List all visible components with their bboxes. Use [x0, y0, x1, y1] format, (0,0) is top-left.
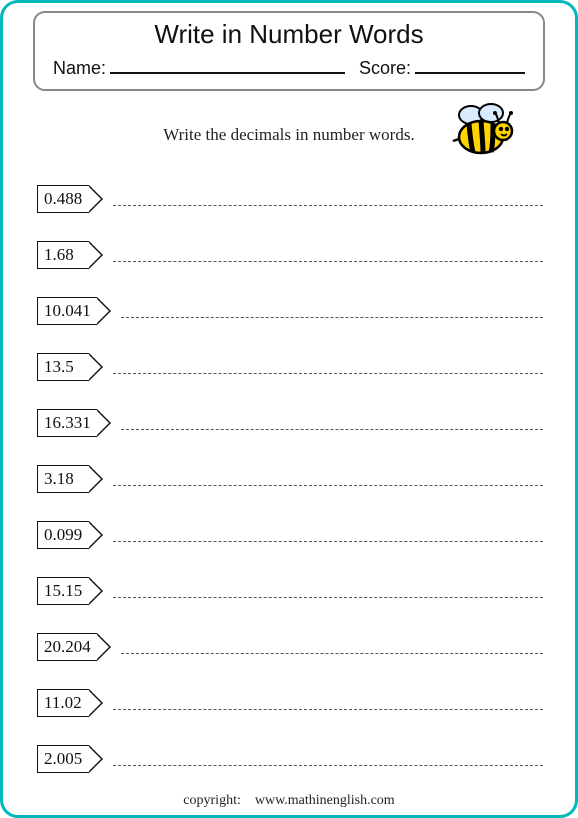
question-value-box: 3.18 — [37, 465, 103, 493]
arrow-icon — [97, 409, 111, 437]
arrow-icon — [89, 689, 103, 717]
question-value: 20.204 — [37, 633, 97, 661]
question-value: 11.02 — [37, 689, 89, 717]
score-blank-line[interactable] — [415, 56, 525, 74]
arrow-icon — [89, 353, 103, 381]
name-label: Name: — [53, 58, 106, 79]
arrow-icon — [89, 521, 103, 549]
footer: copyright: www.mathinenglish.com — [3, 793, 575, 809]
question-value: 15.15 — [37, 577, 89, 605]
worksheet-title: Write in Number Words — [53, 19, 525, 50]
arrow-icon — [89, 745, 103, 773]
name-blank-line[interactable] — [110, 56, 345, 74]
answer-blank-line[interactable] — [113, 472, 543, 486]
question-value-box: 15.15 — [37, 577, 103, 605]
question-value: 10.041 — [37, 297, 97, 325]
copyright-label: copyright: — [183, 793, 241, 808]
question-row: 13.5 — [37, 351, 543, 383]
answer-blank-line[interactable] — [113, 248, 543, 262]
arrow-icon — [89, 185, 103, 213]
question-row: 16.331 — [37, 407, 543, 439]
header-box: Write in Number Words Name: Score: — [33, 11, 545, 91]
question-value: 0.099 — [37, 521, 89, 549]
question-row: 2.005 — [37, 743, 543, 775]
question-value: 1.68 — [37, 241, 89, 269]
question-value-box: 1.68 — [37, 241, 103, 269]
answer-blank-line[interactable] — [113, 696, 543, 710]
question-value-box: 0.488 — [37, 185, 103, 213]
question-value-box: 16.331 — [37, 409, 111, 437]
question-value-box: 2.005 — [37, 745, 103, 773]
footer-site: www.mathinenglish.com — [255, 793, 395, 808]
arrow-icon — [97, 297, 111, 325]
question-list: 0.488 1.68 10.041 13.5 — [13, 183, 565, 775]
question-row: 20.204 — [37, 631, 543, 663]
question-value: 0.488 — [37, 185, 89, 213]
answer-blank-line[interactable] — [121, 640, 543, 654]
question-row: 0.099 — [37, 519, 543, 551]
answer-blank-line[interactable] — [113, 360, 543, 374]
question-row: 11.02 — [37, 687, 543, 719]
question-row: 10.041 — [37, 295, 543, 327]
arrow-icon — [89, 577, 103, 605]
question-value-box: 11.02 — [37, 689, 103, 717]
question-value-box: 13.5 — [37, 353, 103, 381]
instruction-row: Write the decimals in number words. — [33, 105, 545, 165]
answer-blank-line[interactable] — [121, 304, 543, 318]
question-row: 1.68 — [37, 239, 543, 271]
question-value-box: 20.204 — [37, 633, 111, 661]
question-value-box: 10.041 — [37, 297, 111, 325]
question-value: 3.18 — [37, 465, 89, 493]
answer-blank-line[interactable] — [113, 584, 543, 598]
arrow-icon — [89, 241, 103, 269]
arrow-icon — [97, 633, 111, 661]
answer-blank-line[interactable] — [113, 192, 543, 206]
score-label: Score: — [359, 58, 411, 79]
worksheet-page: Write in Number Words Name: Score: Write… — [0, 0, 578, 818]
question-value: 16.331 — [37, 409, 97, 437]
answer-blank-line[interactable] — [113, 752, 543, 766]
question-row: 15.15 — [37, 575, 543, 607]
arrow-icon — [89, 465, 103, 493]
instruction-text: Write the decimals in number words. — [163, 125, 414, 145]
bee-icon — [451, 101, 515, 164]
answer-blank-line[interactable] — [113, 528, 543, 542]
question-value-box: 0.099 — [37, 521, 103, 549]
question-value: 2.005 — [37, 745, 89, 773]
answer-blank-line[interactable] — [121, 416, 543, 430]
question-value: 13.5 — [37, 353, 89, 381]
question-row: 3.18 — [37, 463, 543, 495]
meta-row: Name: Score: — [53, 56, 525, 79]
question-row: 0.488 — [37, 183, 543, 215]
